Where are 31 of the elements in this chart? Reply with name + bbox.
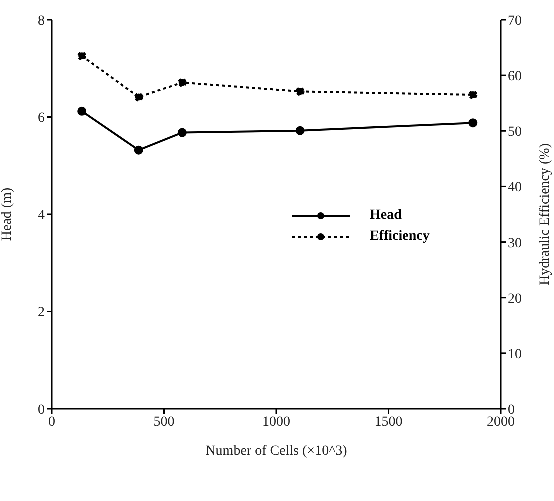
y2-tick-label: 20: [508, 292, 522, 307]
y-tick-label: 2: [38, 306, 45, 321]
point: [468, 90, 478, 100]
point: [468, 118, 478, 128]
y2-tick-label: 70: [508, 14, 522, 29]
legend-label: Efficiency: [370, 228, 430, 244]
x-axis-title: Number of Cells (×10^3): [206, 444, 348, 459]
x-tick-label: 1000: [262, 414, 290, 430]
point: [296, 126, 305, 136]
y2-tick-label: 40: [508, 180, 522, 196]
y-tick-label: 8: [38, 14, 45, 29]
x-tick-label: 1500: [374, 414, 403, 430]
point: [78, 106, 87, 116]
legend-label: Head: [370, 208, 402, 224]
y-tick-label: 6: [38, 111, 45, 126]
point: [134, 146, 144, 155]
y2-axis-title: Hydraulic Efficiency (%): [538, 143, 554, 286]
point: [78, 52, 87, 61]
y2-tick-label: 60: [508, 70, 522, 85]
y-tick-label: 4: [38, 208, 45, 224]
y-tick-label: 0: [38, 402, 45, 418]
x-tick-label: 0: [48, 414, 56, 430]
y2-tick-label: 30: [508, 236, 522, 252]
y2-tick-label: 10: [508, 347, 522, 362]
y-axis-title: Head (m): [0, 188, 15, 242]
point: [178, 128, 187, 138]
point: [296, 87, 305, 96]
point: [134, 92, 144, 102]
y2-tick-label: 50: [508, 125, 522, 140]
x-tick-label: 500: [154, 414, 175, 430]
point: [178, 78, 187, 88]
